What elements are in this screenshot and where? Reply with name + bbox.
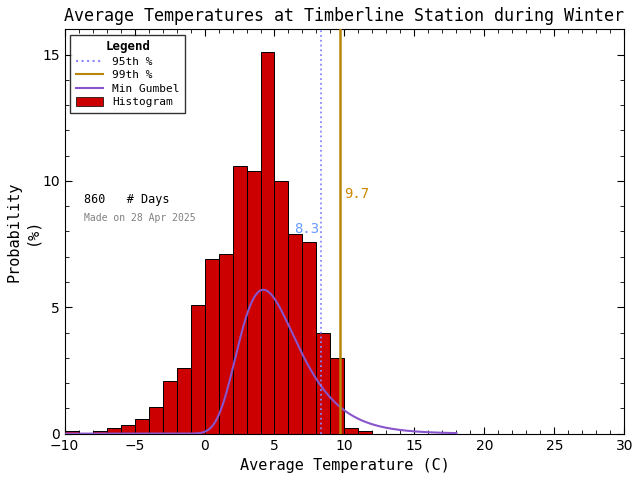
Bar <box>246 171 260 433</box>
Bar <box>303 241 316 433</box>
Bar <box>330 358 344 433</box>
Bar <box>316 333 330 433</box>
Legend: 95th %, 99th %, Min Gumbel, Histogram: 95th %, 99th %, Min Gumbel, Histogram <box>70 35 186 113</box>
Bar <box>120 425 134 433</box>
Bar <box>289 234 303 433</box>
Bar <box>134 419 148 433</box>
Y-axis label: Probability
(%): Probability (%) <box>7 181 39 282</box>
Bar <box>218 254 232 433</box>
Bar <box>260 52 275 433</box>
Bar <box>358 431 372 433</box>
Bar <box>191 305 205 433</box>
X-axis label: Average Temperature (C): Average Temperature (C) <box>239 458 449 473</box>
Bar <box>163 381 177 433</box>
Text: 9.7: 9.7 <box>344 187 369 201</box>
Bar <box>93 431 107 433</box>
Bar <box>205 259 218 433</box>
Bar <box>107 428 120 433</box>
Bar <box>232 166 246 433</box>
Bar <box>65 431 79 433</box>
Bar <box>148 407 163 433</box>
Text: 8.3: 8.3 <box>294 222 319 236</box>
Title: Average Temperatures at Timberline Station during Winter: Average Temperatures at Timberline Stati… <box>65 7 625 25</box>
Bar <box>344 428 358 433</box>
Bar <box>275 181 289 433</box>
Bar <box>177 368 191 433</box>
Text: Made on 28 Apr 2025: Made on 28 Apr 2025 <box>84 213 196 223</box>
Text: 860   # Days: 860 # Days <box>84 193 170 206</box>
